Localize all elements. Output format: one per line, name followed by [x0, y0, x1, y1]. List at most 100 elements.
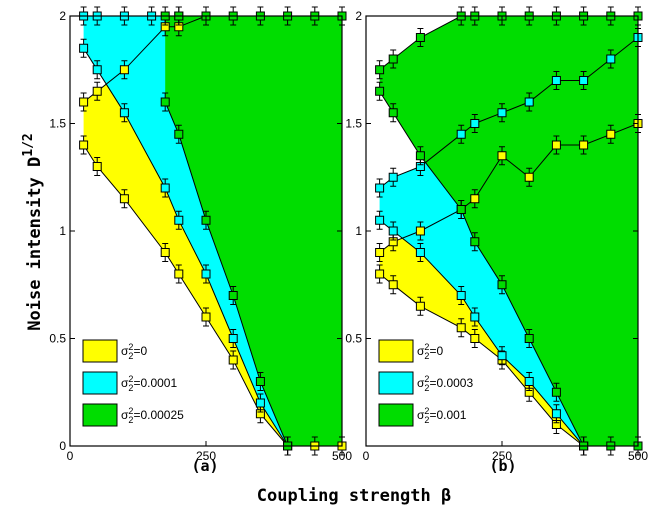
legend-a: σ2 2=0 σ2 2=0.0001 σ2 2=0.00025	[82, 339, 184, 427]
data-marker-a-1-lower-3	[160, 183, 170, 193]
data-marker-a-1-lower-5	[201, 269, 211, 279]
region-b-2	[379, 16, 638, 446]
legend-swatch-a-0	[82, 339, 118, 363]
data-marker-b-2-lower-2	[415, 151, 425, 161]
data-marker-b-0-upper-5	[497, 151, 507, 161]
y-tick-label-a-4: 2	[59, 9, 66, 23]
data-marker-a-0-upper-2	[119, 65, 129, 75]
legend-swatch-a-1	[82, 371, 118, 395]
data-marker-b-1-upper-8	[579, 76, 589, 85]
data-marker-a-1-lower-4	[174, 215, 184, 225]
data-marker-a-0-lower-3	[160, 248, 170, 257]
legend-sub: 2	[424, 415, 429, 425]
data-marker-a-2-lower-2	[201, 215, 211, 225]
data-marker-a-0-upper-1	[92, 86, 102, 96]
legend-value: =0	[133, 344, 147, 358]
data-marker-a-1-lower-6	[228, 334, 238, 343]
legend-sup: 2	[128, 374, 133, 384]
legend-value: =0.001	[429, 408, 466, 422]
legend-label-b-2: σ2 2=0.001	[417, 406, 467, 425]
y-axis-title: Noise intensity D1/2	[21, 133, 45, 330]
data-marker-b-1-lower-6	[524, 377, 534, 386]
data-marker-b-1-upper-7	[551, 76, 561, 85]
y-axis-title-main: Noise intensity D	[25, 157, 45, 331]
legend-value: =0.0003	[429, 376, 473, 390]
y-tick-label-a-3: 1.5	[49, 117, 66, 131]
data-marker-a-0-lower-4	[174, 269, 184, 279]
data-marker-a-0-lower-1	[92, 162, 102, 171]
legend-sub: 2	[128, 415, 133, 425]
data-marker-b-2-lower-4	[470, 237, 480, 247]
data-marker-b-0-lower-0	[375, 269, 385, 279]
data-marker-b-2-lower-6	[524, 334, 534, 343]
data-marker-a-0-lower-5	[201, 312, 211, 322]
x-tick-label-b-1: 250	[492, 449, 512, 463]
legend-swatch-b-2	[378, 403, 414, 427]
data-marker-b-2-lower-5	[497, 280, 507, 290]
data-marker-b-0-upper-8	[579, 140, 589, 150]
data-marker-b-2-upper-0	[375, 65, 385, 75]
legend-sub: 2	[424, 351, 429, 361]
data-marker-a-1-lower-2	[119, 108, 129, 118]
x-tick-label-a-0: 0	[67, 449, 74, 463]
y-tick-label-b-1: 0.5	[345, 332, 362, 346]
data-marker-b-0-upper-2	[415, 226, 425, 236]
y-tick-label-a-0: 0	[59, 439, 66, 453]
y-tick-label-b-3: 1.5	[345, 117, 362, 131]
data-marker-a-2-lower-0	[160, 97, 170, 107]
data-marker-b-0-lower-4	[470, 334, 480, 343]
legend-sup: 2	[424, 374, 429, 384]
legend-sub: 2	[424, 383, 429, 393]
data-marker-b-2-upper-2	[415, 33, 425, 42]
data-marker-b-0-upper-4	[470, 194, 480, 204]
y-tick-label-a-2: 1	[59, 224, 66, 238]
data-marker-b-1-lower-1	[388, 226, 398, 236]
panel-label-a: (a)	[191, 457, 218, 475]
data-marker-b-2-upper-1	[388, 54, 398, 64]
data-marker-b-1-upper-3	[456, 129, 466, 139]
data-marker-b-0-upper-9	[606, 129, 616, 139]
data-marker-b-1-upper-4	[470, 119, 480, 128]
legend-label-a-1: σ2 2=0.0001	[121, 374, 177, 393]
x-tick-label-a-1: 250	[196, 449, 216, 463]
legend-sup: 2	[424, 342, 429, 352]
data-marker-b-2-lower-0	[375, 86, 385, 96]
data-marker-a-0-upper-0	[79, 97, 89, 107]
legend-label-b-0: σ2 2=0	[417, 342, 443, 361]
data-marker-b-1-upper-1	[388, 172, 398, 182]
data-marker-b-0-upper-7	[551, 140, 561, 150]
legend-value: =0.00025	[133, 408, 184, 422]
y-axis-title-group: Noise intensity D1/2	[21, 133, 45, 330]
panel-label-b: (b)	[489, 457, 516, 475]
data-marker-b-1-lower-4	[470, 312, 480, 322]
data-marker-a-2-lower-4	[255, 377, 265, 386]
x-tick-label-b-0: 0	[363, 449, 370, 463]
legend-label-a-0: σ2 2=0	[121, 342, 147, 361]
legend-swatch-a-2	[82, 403, 118, 427]
legend-swatch-b-1	[378, 371, 414, 395]
legend-label-a-2: σ2 2=0.00025	[121, 406, 184, 425]
y-tick-label-b-4: 2	[355, 9, 362, 23]
data-marker-a-0-lower-2	[119, 194, 129, 204]
data-marker-b-1-lower-0	[375, 215, 385, 225]
legend-sup: 2	[424, 406, 429, 416]
y-tick-label-b-2: 1	[355, 224, 362, 238]
legend-value: =0	[429, 344, 443, 358]
legend-sigma: σ	[417, 408, 425, 422]
data-marker-a-1-lower-0	[79, 43, 89, 53]
boundary-lower-a-2	[164, 101, 289, 447]
legend-sigma: σ	[417, 344, 425, 358]
data-marker-a-1-lower-1	[92, 65, 102, 75]
region-a-2	[165, 16, 342, 446]
legend-sub: 2	[128, 383, 133, 393]
regions-b	[379, 16, 638, 446]
y-axis-title-sup: 1/2	[21, 133, 36, 156]
data-marker-a-0-lower-0	[79, 140, 89, 150]
legend-sigma: σ	[417, 376, 425, 390]
legend-swatch-b-0	[378, 339, 414, 363]
data-marker-b-1-lower-3	[456, 291, 466, 300]
data-marker-b-2-lower-1	[388, 108, 398, 118]
data-marker-b-0-upper-6	[524, 172, 534, 182]
data-marker-b-0-lower-2	[415, 301, 425, 311]
